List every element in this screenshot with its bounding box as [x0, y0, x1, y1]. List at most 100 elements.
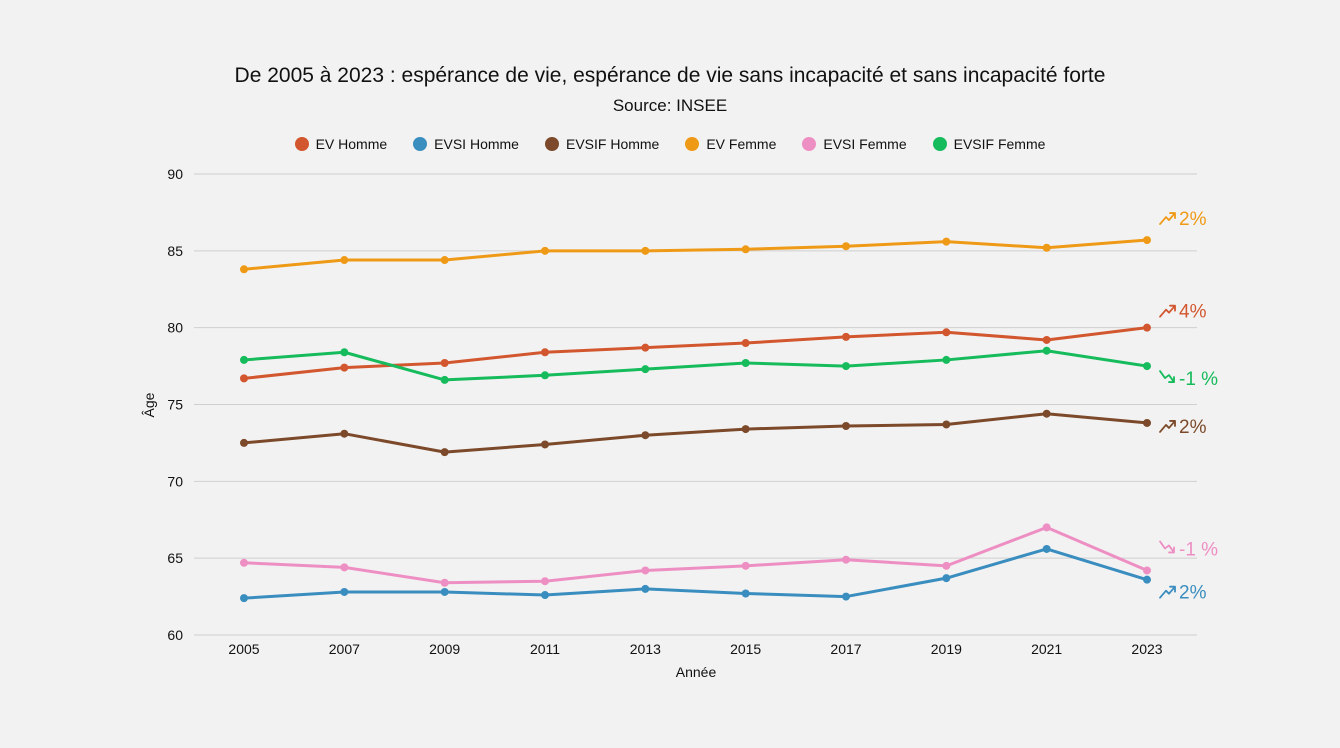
x-tick-label: 2023 — [1131, 641, 1162, 657]
x-tick-label: 2017 — [830, 641, 861, 657]
trend-annotation: 2% — [1179, 417, 1207, 438]
data-point — [440, 375, 449, 384]
legend-dot-icon — [413, 137, 428, 151]
legend-dot-icon — [802, 137, 817, 151]
trend-up-icon — [1159, 420, 1176, 433]
data-point — [240, 558, 248, 567]
trend-annotation: 4% — [1179, 302, 1207, 323]
data-point — [942, 420, 951, 429]
y-tick-label: 60 — [167, 627, 183, 643]
x-tick-label: 2021 — [1031, 641, 1062, 657]
data-point — [741, 339, 750, 348]
x-tick-label: 2011 — [530, 641, 560, 657]
data-point — [942, 355, 951, 364]
chart-subtitle: Source: INSEE — [612, 96, 728, 115]
data-point — [842, 555, 850, 564]
legend-item-evsif-homme[interactable]: EVSIF Homme — [544, 136, 660, 152]
legend-label: EVSI Homme — [434, 136, 519, 152]
data-point — [240, 374, 248, 383]
data-point — [641, 566, 650, 575]
data-point — [1042, 544, 1051, 553]
x-tick-label: 2019 — [931, 641, 962, 657]
data-point — [240, 438, 248, 447]
data-point — [641, 343, 650, 352]
data-point — [842, 422, 850, 431]
data-point — [741, 561, 750, 570]
x-axis-label: Année — [676, 664, 717, 680]
y-tick-label: 85 — [167, 243, 183, 259]
data-point — [1143, 323, 1151, 332]
data-point — [340, 256, 349, 265]
y-tick-label: 80 — [167, 320, 183, 336]
data-point — [440, 448, 449, 457]
series-line — [242, 547, 1149, 600]
data-point — [1143, 236, 1151, 245]
trend-down-icon — [1159, 370, 1175, 383]
x-tick-label: 2015 — [730, 641, 761, 657]
data-point — [1143, 566, 1151, 575]
legend-item-ev-homme[interactable]: EV Homme — [294, 136, 388, 152]
legend-item-ev-femme[interactable]: EV Femme — [685, 136, 776, 152]
data-point — [1042, 409, 1051, 418]
trend-annotation: 2% — [1179, 583, 1207, 604]
data-point — [1143, 362, 1151, 371]
data-point — [842, 362, 850, 371]
chart-title: De 2005 à 2023 : espérance de vie, espér… — [234, 64, 1106, 87]
data-point — [1143, 575, 1151, 584]
x-tick-label: 2005 — [228, 641, 259, 657]
data-point — [842, 332, 850, 341]
trend-up-icon — [1159, 304, 1176, 318]
data-point — [340, 563, 349, 572]
data-point — [741, 425, 750, 434]
trend-down-icon — [1159, 540, 1175, 554]
data-point — [1042, 335, 1051, 344]
data-point — [240, 594, 248, 603]
legend-item-evsif-femme[interactable]: EVSIF Femme — [932, 136, 1045, 152]
data-point — [1042, 346, 1051, 355]
data-point — [1042, 243, 1051, 252]
series-line — [242, 525, 1149, 585]
y-tick-label: 90 — [167, 166, 183, 182]
legend-label: EV Homme — [315, 136, 388, 152]
data-point — [240, 355, 248, 364]
data-point — [340, 587, 349, 596]
data-point — [842, 242, 850, 251]
data-point — [541, 440, 549, 449]
data-point — [440, 587, 449, 596]
series-line — [242, 412, 1149, 454]
series-line — [242, 349, 1149, 382]
data-point — [741, 359, 750, 368]
data-point — [541, 591, 549, 600]
data-point — [340, 363, 349, 372]
legend-item-evsi-femme[interactable]: EVSI Femme — [802, 136, 907, 152]
legend-label: EVSI Femme — [823, 136, 907, 152]
legend-item-evsi-homme[interactable]: EVSI Homme — [413, 136, 519, 152]
data-point — [942, 561, 951, 570]
trend-up-icon — [1159, 212, 1176, 225]
data-point — [641, 246, 650, 255]
trend-up-icon — [1159, 585, 1176, 599]
trend-annotation: -1 % — [1179, 369, 1218, 390]
data-point — [440, 578, 449, 587]
data-point — [440, 256, 449, 265]
x-tick-label: 2013 — [630, 641, 661, 657]
legend-dot-icon — [685, 137, 700, 151]
x-tick-label: 2007 — [329, 641, 360, 657]
y-tick-label: 70 — [167, 473, 183, 489]
x-tick-label: 2009 — [429, 641, 460, 657]
data-point — [1143, 418, 1151, 427]
data-point — [842, 592, 850, 601]
data-point — [541, 348, 549, 357]
data-point — [641, 584, 650, 593]
data-point — [340, 429, 349, 438]
data-point — [541, 371, 549, 380]
data-point — [942, 574, 951, 583]
trend-annotation: 2% — [1179, 209, 1207, 230]
legend-dot-icon — [932, 137, 947, 151]
legend-label: EVSIF Homme — [565, 136, 660, 152]
y-tick-label: 65 — [167, 550, 183, 566]
data-point — [942, 328, 951, 337]
data-point — [440, 359, 449, 368]
